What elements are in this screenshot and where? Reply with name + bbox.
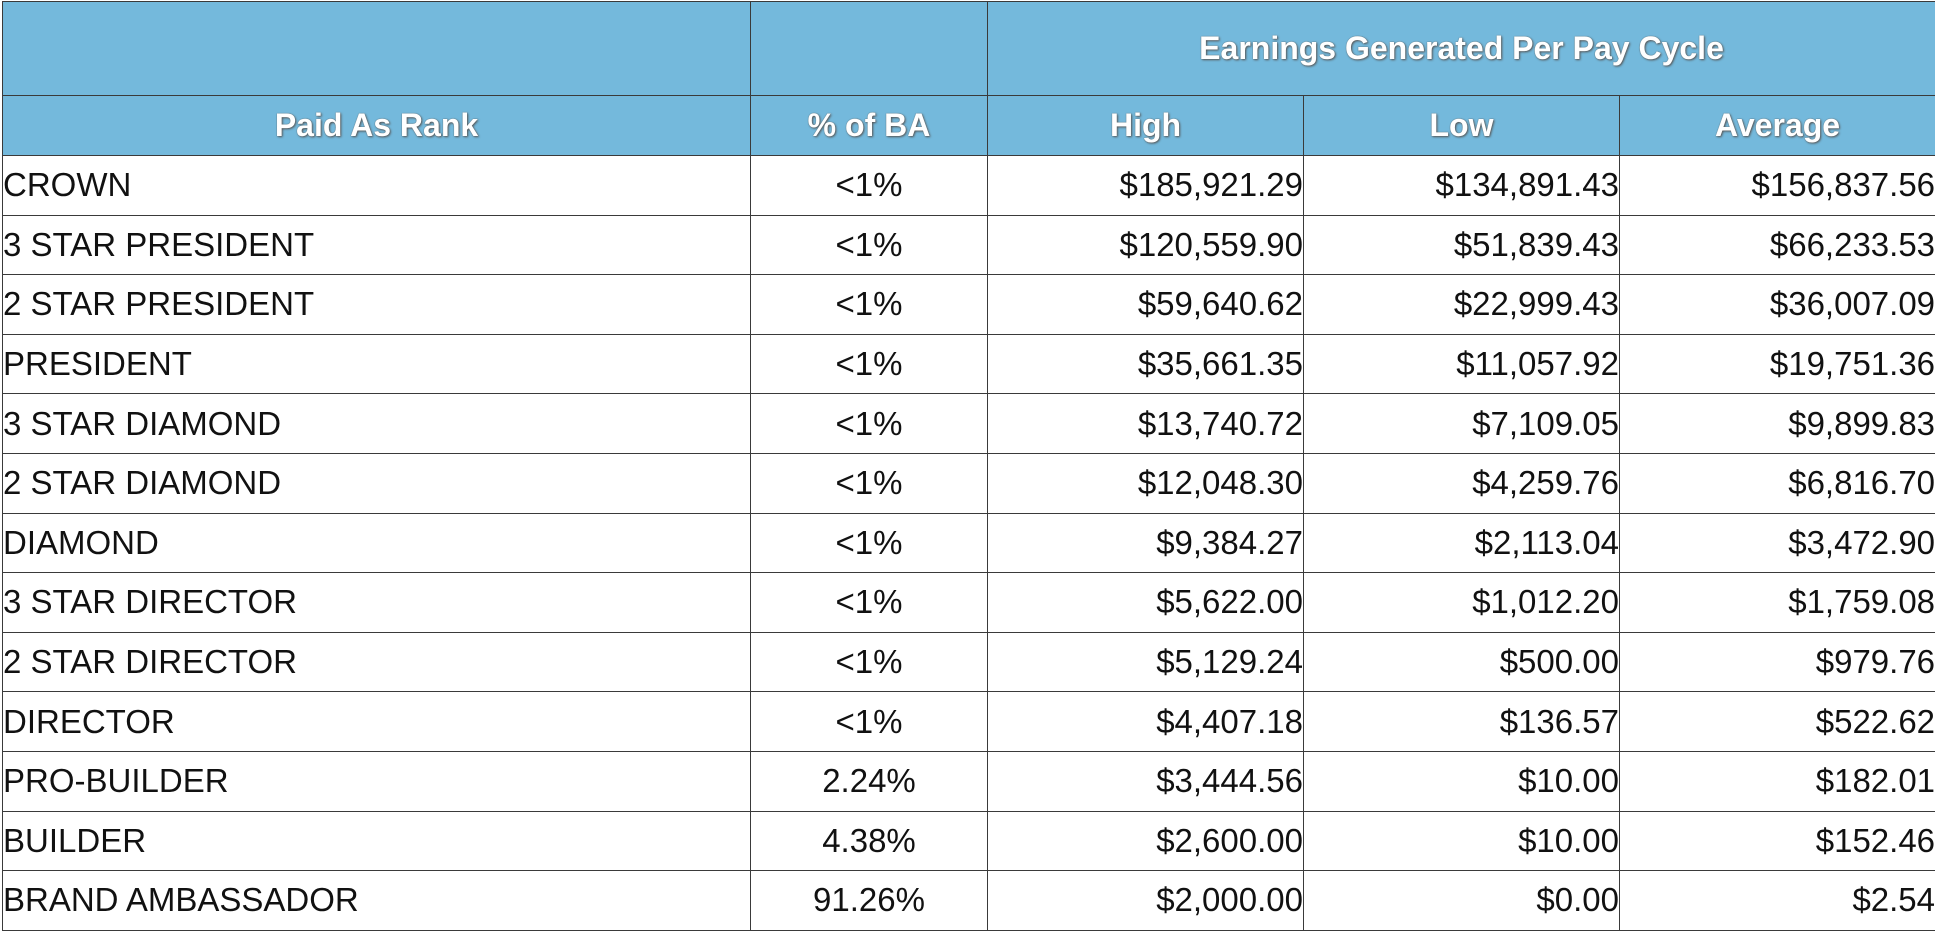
- cell-pct-of-ba: 4.38%: [750, 810, 988, 872]
- cell-low: $51,839.43: [1303, 214, 1620, 276]
- cell-high: $13,740.72: [987, 393, 1304, 454]
- cell-average: $9,899.83: [1618, 393, 1935, 454]
- cell-rank: DIRECTOR: [2, 691, 751, 752]
- cell-low: $1,012.20: [1303, 572, 1620, 633]
- table-row: BRAND AMBASSADOR 91.26% $2,000.00 $0.00 $2.5…: [2, 870, 1935, 931]
- cell-high: $3,444.56: [987, 750, 1304, 812]
- cell-high: $120,559.90: [987, 214, 1304, 276]
- cell-high: $9,384.27: [987, 512, 1304, 574]
- cell-rank: PRESIDENT: [2, 333, 751, 395]
- cell-average: $152.46: [1618, 810, 1935, 872]
- cell-pct-of-ba: <1%: [750, 333, 988, 395]
- cell-rank: 2 STAR DIAMOND: [2, 452, 751, 514]
- table-row: DIRECTOR <1% $4,407.18 $136.57 $522.62: [2, 691, 1935, 752]
- cell-pct-of-ba: 2.24%: [750, 750, 988, 812]
- cell-pct-of-ba: <1%: [750, 155, 988, 216]
- cell-low: $500.00: [1303, 631, 1620, 693]
- cell-average: $3,472.90: [1618, 512, 1935, 574]
- cell-average: $979.76: [1618, 631, 1935, 693]
- column-header-average: Average: [1618, 95, 1935, 156]
- table-row: 3 STAR PRESIDENT <1% $120,559.90 $51,839.43…: [2, 214, 1935, 276]
- cell-average: $182.01: [1618, 750, 1935, 812]
- table-row: 2 STAR PRESIDENT <1% $59,640.62 $22,999.43 $…: [2, 274, 1935, 335]
- cell-average: $156,837.56: [1618, 155, 1935, 216]
- cell-low: $0.00: [1303, 870, 1620, 931]
- cell-pct-of-ba: <1%: [750, 631, 988, 693]
- cell-high: $2,000.00: [987, 870, 1304, 931]
- cell-low: $10.00: [1303, 750, 1620, 812]
- cell-rank: CROWN: [2, 155, 751, 216]
- cell-average: $19,751.36: [1618, 333, 1935, 395]
- table-row: DIAMOND <1% $9,384.27 $2,113.04 $3,472.90: [2, 512, 1935, 574]
- cell-rank: BUILDER: [2, 810, 751, 872]
- cell-pct-of-ba: <1%: [750, 572, 988, 633]
- cell-rank: 2 STAR DIRECTOR: [2, 631, 751, 693]
- cell-low: $7,109.05: [1303, 393, 1620, 454]
- cell-pct-of-ba: <1%: [750, 512, 988, 574]
- column-header-high: High: [987, 95, 1304, 156]
- table-header: Earnings Generated Per Pay Cycle Paid As…: [2, 1, 1935, 156]
- table-row: 3 STAR DIRECTOR <1% $5,622.00 $1,012.20 $1,7…: [2, 572, 1935, 633]
- cell-pct-of-ba: 91.26%: [750, 870, 988, 931]
- cell-low: $22,999.43: [1303, 274, 1620, 335]
- cell-average: $6,816.70: [1618, 452, 1935, 514]
- cell-pct-of-ba: <1%: [750, 452, 988, 514]
- cell-average: $522.62: [1618, 691, 1935, 752]
- table-row: 2 STAR DIRECTOR <1% $5,129.24 $500.00 $979.7…: [2, 631, 1935, 693]
- cell-rank: 3 STAR DIRECTOR: [2, 572, 751, 633]
- cell-high: $185,921.29: [987, 155, 1304, 216]
- cell-low: $136.57: [1303, 691, 1620, 752]
- cell-average: $1,759.08: [1618, 572, 1935, 633]
- cell-low: $134,891.43: [1303, 155, 1620, 216]
- column-header-low: Low: [1303, 95, 1620, 156]
- table-row: 2 STAR DIAMOND <1% $12,048.30 $4,259.76 $6,8…: [2, 452, 1935, 514]
- cell-pct-of-ba: <1%: [750, 214, 988, 276]
- cell-average: $2.54: [1618, 870, 1935, 931]
- column-header-rank: Paid As Rank: [2, 95, 751, 156]
- cell-low: $11,057.92: [1303, 333, 1620, 395]
- cell-rank: BRAND AMBASSADOR: [2, 870, 751, 931]
- header-row-columns: Paid As Rank % of BA High Low Average: [2, 95, 1935, 156]
- cell-low: $2,113.04: [1303, 512, 1620, 574]
- table-row: PRO-BUILDER 2.24% $3,444.56 $10.00 $182.01: [2, 750, 1935, 812]
- cell-high: $59,640.62: [987, 274, 1304, 335]
- table-row: CROWN <1% $185,921.29 $134,891.43 $156,837.5…: [2, 155, 1935, 216]
- cell-high: $5,129.24: [987, 631, 1304, 693]
- table-row: BUILDER 4.38% $2,600.00 $10.00 $152.46: [2, 810, 1935, 872]
- table-body: CROWN <1% $185,921.29 $134,891.43 $156,837.5…: [2, 155, 1935, 931]
- cell-low: $10.00: [1303, 810, 1620, 872]
- cell-pct-of-ba: <1%: [750, 393, 988, 454]
- group-header-earnings: Earnings Generated Per Pay Cycle: [986, 1, 1935, 96]
- cell-high: $4,407.18: [987, 691, 1304, 752]
- cell-high: $35,661.35: [987, 333, 1304, 395]
- cell-average: $66,233.53: [1618, 214, 1935, 276]
- cell-average: $36,007.09: [1618, 274, 1935, 335]
- table-row: 3 STAR DIAMOND <1% $13,740.72 $7,109.05 $9,8…: [2, 393, 1935, 454]
- cell-high: $12,048.30: [987, 452, 1304, 514]
- header-row-group: Earnings Generated Per Pay Cycle: [2, 1, 1935, 96]
- cell-pct-of-ba: <1%: [750, 691, 988, 752]
- table-row: PRESIDENT <1% $35,661.35 $11,057.92 $19,751.…: [2, 333, 1935, 395]
- header-blank-rank: [2, 1, 751, 96]
- cell-high: $5,622.00: [987, 572, 1304, 633]
- header-blank-pct: [750, 1, 988, 96]
- cell-pct-of-ba: <1%: [750, 274, 988, 335]
- cell-high: $2,600.00: [987, 810, 1304, 872]
- cell-rank: PRO-BUILDER: [2, 750, 751, 812]
- cell-rank: DIAMOND: [2, 512, 751, 574]
- cell-rank: 2 STAR PRESIDENT: [2, 274, 751, 335]
- column-header-pct: % of BA: [750, 95, 988, 156]
- cell-rank: 3 STAR DIAMOND: [2, 393, 751, 454]
- cell-low: $4,259.76: [1303, 452, 1620, 514]
- cell-rank: 3 STAR PRESIDENT: [2, 214, 751, 276]
